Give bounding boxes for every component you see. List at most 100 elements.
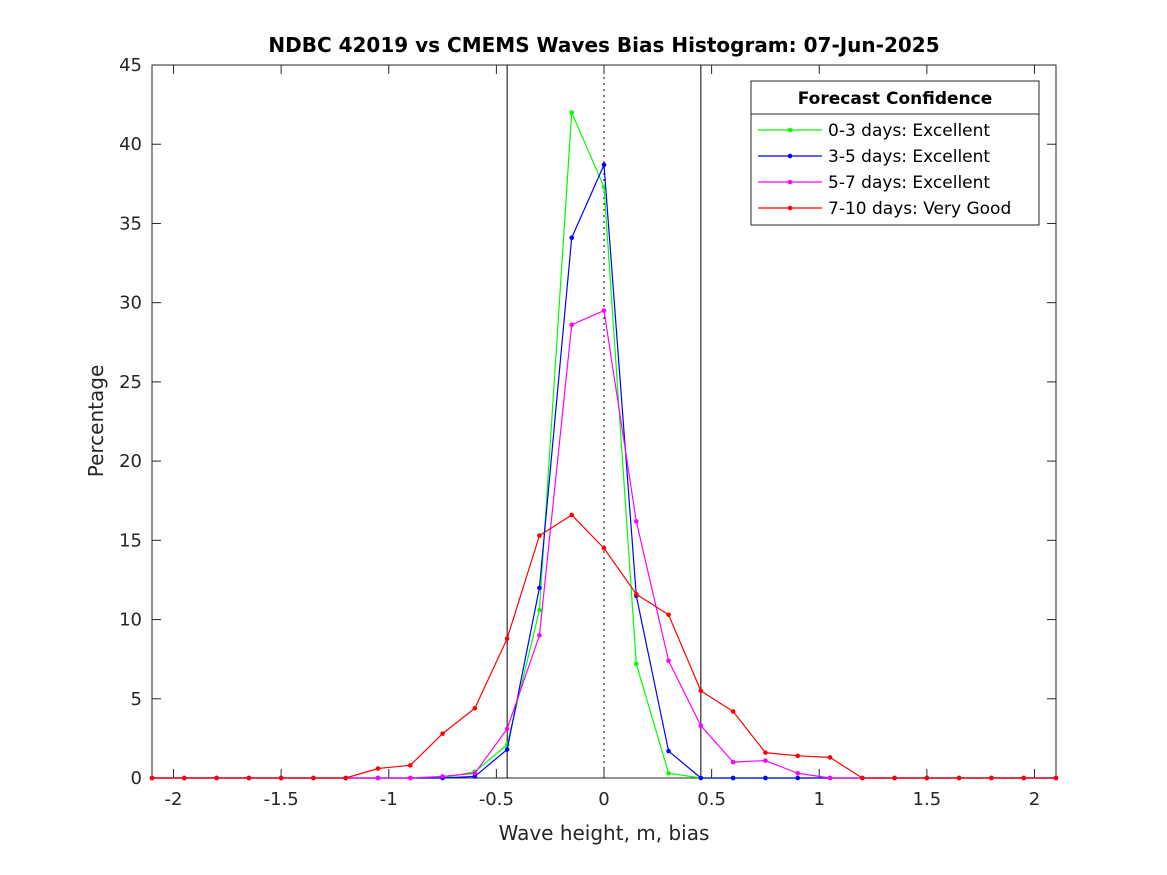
data-point: [1053, 775, 1059, 781]
y-tick-label: 15: [119, 530, 142, 551]
data-point: [827, 755, 833, 760]
data-point: [698, 775, 704, 781]
data-point: [666, 748, 671, 754]
y-axis-label: Percentage: [84, 365, 108, 478]
data-point: [763, 750, 768, 755]
data-point: [375, 775, 381, 781]
data-point: [537, 633, 542, 638]
data-point: [569, 110, 575, 115]
x-tick-label: -1: [380, 789, 398, 810]
data-point: [763, 758, 768, 763]
data-point: [666, 658, 671, 664]
x-tick-label: 1.5: [913, 789, 942, 810]
axis-ticks: [152, 64, 1056, 779]
data-point: [569, 512, 575, 518]
data-point: [440, 731, 445, 736]
legend-entries: 0-3 days: Excellent 3-5 days: Excellent 5-…: [758, 121, 1011, 219]
y-tick-labels: 0 5 10 15 20 25 30 35 40 45: [119, 55, 142, 789]
data-point: [730, 709, 736, 714]
legend-label: 0-3 days: Excellent: [828, 121, 990, 141]
data-point: [569, 235, 575, 241]
legend-entry: 3-5 days: Excellent: [758, 147, 990, 167]
x-tick-label: -2: [165, 789, 183, 810]
data-point: [601, 162, 607, 168]
data-point: [504, 726, 510, 732]
x-tick-labels: -2 -1.5 -1 -0.5 0 0.5 1 1.5 2: [165, 789, 1041, 810]
data-point: [537, 533, 542, 538]
y-tick-label: 30: [119, 293, 142, 314]
data-point: [795, 775, 801, 781]
y-tick-label: 5: [131, 689, 142, 710]
data-point: [569, 322, 575, 328]
x-tick-label: 0.5: [697, 789, 726, 810]
legend: Forecast Confidence 0-3 days: Excellent 3…: [750, 80, 1040, 226]
reference-lines: [506, 65, 702, 778]
data-point: [795, 753, 801, 759]
legend-swatch-marker: [787, 179, 793, 185]
legend-title: Forecast Confidence: [798, 89, 993, 109]
data-point: [601, 308, 607, 313]
series-layer: [149, 110, 1059, 781]
data-point: [633, 661, 639, 667]
x-tick-label: 0: [598, 789, 609, 810]
legend-swatch-marker: [787, 153, 793, 159]
data-point: [537, 585, 542, 591]
data-point: [698, 723, 704, 729]
data-point: [892, 775, 897, 781]
x-tick-label: -0.5: [479, 789, 514, 810]
data-point: [343, 775, 349, 781]
data-point: [666, 770, 671, 776]
data-point: [730, 759, 736, 765]
x-tick-label: -1.5: [264, 789, 299, 810]
y-tick-label: 40: [119, 134, 142, 155]
data-point: [311, 775, 316, 781]
data-point: [698, 688, 704, 694]
data-point: [181, 775, 187, 781]
data-point: [666, 612, 671, 618]
data-point: [633, 519, 639, 524]
data-point: [956, 775, 962, 781]
legend-box: [750, 80, 1040, 226]
legend-entry: 5-7 days: Excellent: [758, 173, 990, 193]
data-point: [214, 775, 219, 781]
y-tick-label: 25: [119, 372, 142, 393]
data-point: [407, 763, 413, 768]
x-axis-label: Wave height, m, bias: [499, 821, 710, 845]
y-tick-label: 45: [119, 55, 142, 76]
data-point: [472, 770, 478, 776]
data-point: [633, 591, 639, 597]
legend-label: 7-10 days: Very Good: [828, 199, 1011, 219]
legend-swatch-marker: [787, 127, 793, 133]
y-tick-label: 0: [131, 768, 142, 789]
data-point: [440, 774, 445, 779]
y-tick-label: 10: [119, 610, 142, 631]
data-point: [989, 775, 994, 781]
series-4: [149, 512, 1059, 781]
x-tick-label: 1: [814, 789, 825, 810]
y-tick-label: 20: [119, 451, 142, 472]
data-point: [504, 636, 510, 641]
legend-entry: 0-3 days: Excellent: [758, 121, 990, 141]
data-point: [730, 775, 736, 781]
legend-entry: 7-10 days: Very Good: [758, 199, 1011, 219]
data-point: [149, 775, 155, 781]
data-point: [472, 774, 478, 779]
data-point: [924, 775, 930, 781]
legend-swatch-marker: [787, 205, 793, 211]
legend-label: 5-7 days: Excellent: [828, 173, 990, 193]
data-point: [859, 775, 865, 781]
data-point: [763, 775, 768, 781]
data-point: [504, 747, 510, 752]
x-tick-label: 2: [1029, 789, 1040, 810]
data-point: [375, 766, 381, 771]
data-point: [407, 775, 413, 781]
data-point: [795, 770, 801, 776]
legend-label: 3-5 days: Excellent: [828, 147, 990, 167]
data-point: [1021, 775, 1027, 781]
data-point: [537, 607, 542, 613]
y-tick-label: 35: [119, 213, 142, 234]
data-point: [246, 775, 252, 781]
chart-title: NDBC 42019 vs CMEMS Waves Bias Histogram…: [268, 33, 939, 57]
data-point: [472, 705, 478, 711]
